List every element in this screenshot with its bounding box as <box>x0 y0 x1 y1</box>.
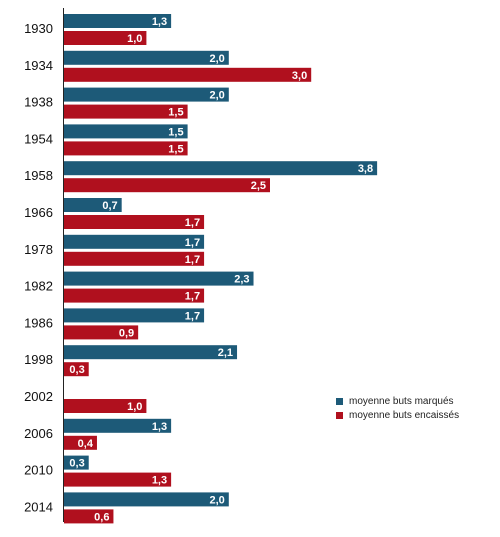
bar-value-label: 1,3 <box>152 16 167 28</box>
y-tick-label: 2006 <box>24 426 53 441</box>
y-tick-label: 2014 <box>24 499 53 514</box>
legend-item-encaisses: moyenne buts encaissés <box>336 408 459 422</box>
bar-value-label: 1,7 <box>185 310 200 322</box>
bar-value-label: 1,5 <box>168 143 183 155</box>
bar-buts-marques <box>64 198 122 212</box>
legend-label-encaisses: moyenne buts encaissés <box>349 409 460 421</box>
y-tick-label: 1934 <box>24 58 53 73</box>
bar-buts-marques <box>64 271 254 286</box>
legend-swatch-encaisses <box>336 411 343 419</box>
bar-value-label: 0,4 <box>78 438 94 450</box>
bar-value-label: 1,7 <box>185 254 200 266</box>
y-tick-label: 1954 <box>24 131 53 146</box>
bar-buts-marques <box>64 124 188 139</box>
bar-buts-marques <box>64 418 172 433</box>
bar-value-label: 1,5 <box>168 107 183 119</box>
bar-value-label: 1,0 <box>127 401 142 413</box>
bar-value-label: 1,7 <box>185 291 200 303</box>
bar-value-label: 0,7 <box>102 200 117 212</box>
bar-buts-encaisses <box>64 31 147 45</box>
bars-layer: 1,3 1,0 2,0 3,0 2,0 1,5 1,5 1,5 3,8 2,5 0,7 1,7 1,7 1… <box>64 14 378 524</box>
bar-value-label: 3,8 <box>358 163 373 175</box>
bar-buts-marques <box>64 308 205 323</box>
bar-buts-encaisses <box>64 362 89 377</box>
bar-value-label: 3,0 <box>292 70 307 82</box>
bar-value-label: 0,3 <box>69 364 84 376</box>
y-tick-label: 1998 <box>24 352 53 367</box>
bar-buts-marques <box>64 87 229 102</box>
bar-buts-encaisses <box>64 178 270 193</box>
bar-buts-encaisses <box>64 435 97 450</box>
bar-buts-encaisses <box>64 141 188 156</box>
bar-value-label: 0,6 <box>94 511 109 523</box>
legend-swatch-marques <box>336 397 343 405</box>
bar-value-label: 1,7 <box>185 237 200 249</box>
y-tick-label: 2002 <box>24 389 53 404</box>
y-tick-label: 1978 <box>24 242 53 257</box>
legend-item-marques: moyenne buts marqués <box>336 394 459 408</box>
bar-buts-marques <box>64 161 378 176</box>
bar-buts-encaisses <box>64 399 147 413</box>
bar-buts-encaisses <box>64 509 114 524</box>
y-tick-label: 1958 <box>24 168 53 183</box>
bar-buts-encaisses <box>64 472 172 487</box>
bar-buts-encaisses <box>64 325 139 340</box>
bar-value-label: 1,0 <box>127 33 142 45</box>
bar-buts-encaisses <box>64 67 312 82</box>
bar-buts-encaisses <box>64 104 188 119</box>
legend-label-marques: moyenne buts marqués <box>349 395 454 407</box>
bar-buts-marques <box>64 14 172 28</box>
bar-buts-encaisses <box>64 215 205 229</box>
bar-value-label: 2,0 <box>210 90 225 102</box>
bar-buts-marques <box>64 492 229 507</box>
bar-value-label: 2,3 <box>234 274 249 286</box>
bar-buts-encaisses <box>64 288 205 303</box>
y-tick-label: 1938 <box>24 95 53 110</box>
legend: moyenne buts marqués moyenne buts encais… <box>336 394 459 422</box>
bar-buts-marques <box>64 455 89 470</box>
y-tick-label: 1930 <box>24 21 53 36</box>
bar-value-label: 1,3 <box>152 475 167 487</box>
bar-value-label: 1,5 <box>168 126 183 138</box>
bar-buts-marques <box>64 50 229 65</box>
bar-buts-marques <box>64 234 205 249</box>
y-tick-label: 1982 <box>24 279 53 294</box>
y-tick-label: 1986 <box>24 315 53 330</box>
bar-value-label: 1,3 <box>152 421 167 433</box>
y-tick-labels: 1930 1934 1938 1954 1958 1966 1978 1982 1986 1998… <box>24 21 53 514</box>
bar-value-label: 0,3 <box>69 458 84 470</box>
bar-value-label: 2,5 <box>251 180 266 192</box>
bar-value-label: 2,0 <box>210 494 225 506</box>
y-tick-label: 2010 <box>24 463 53 478</box>
bar-buts-encaisses <box>64 251 205 266</box>
bar-value-label: 1,7 <box>185 217 200 229</box>
bar-value-label: 0,9 <box>119 327 134 339</box>
bar-buts-marques <box>64 345 238 360</box>
bar-value-label: 2,0 <box>210 53 225 65</box>
y-tick-label: 1966 <box>24 205 53 220</box>
bar-value-label: 2,1 <box>218 347 233 359</box>
